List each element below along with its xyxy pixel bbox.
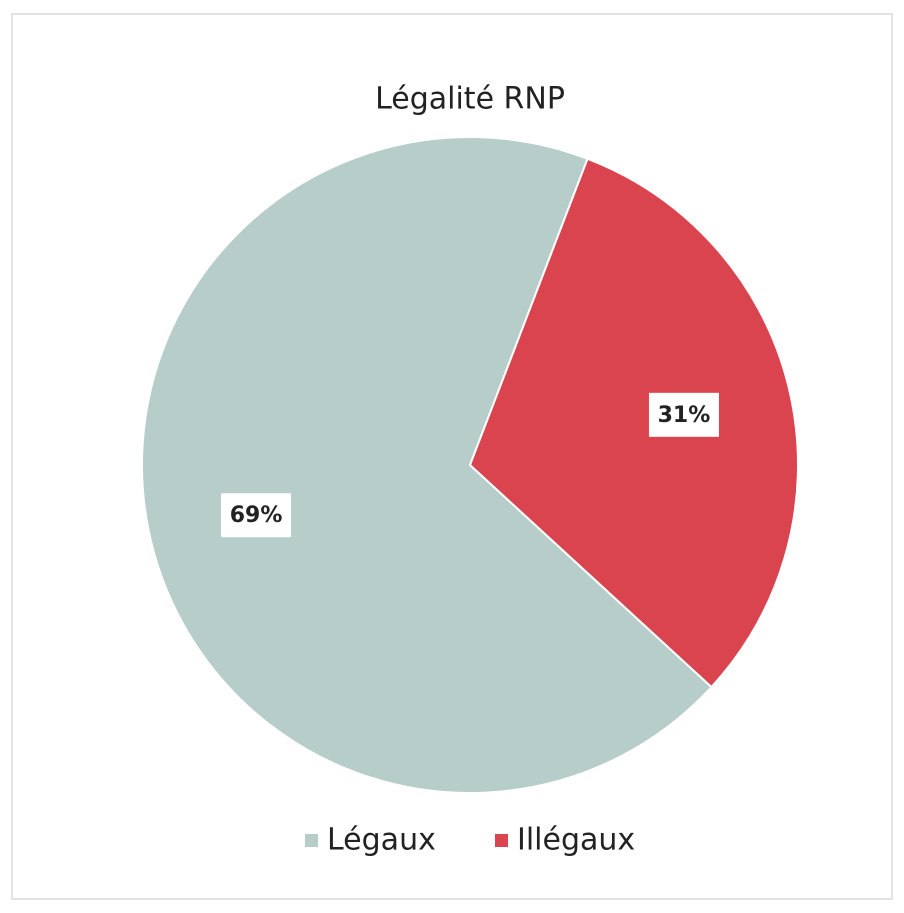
legend-swatch — [495, 834, 508, 847]
legend-label: Légaux — [327, 823, 436, 858]
pie-slice — [468, 157, 799, 689]
chart-title: Légalité RNP — [375, 82, 565, 117]
data-label-box — [648, 392, 719, 437]
data-label-group: 69% — [221, 493, 292, 538]
data-label: 69% — [230, 503, 283, 528]
legend-label: Illégaux — [517, 823, 635, 858]
data-label-group: 31% — [648, 392, 719, 437]
pie-slice — [141, 136, 713, 794]
data-label: 31% — [658, 403, 711, 428]
data-label-box — [221, 493, 292, 538]
legend-swatch — [305, 834, 318, 847]
